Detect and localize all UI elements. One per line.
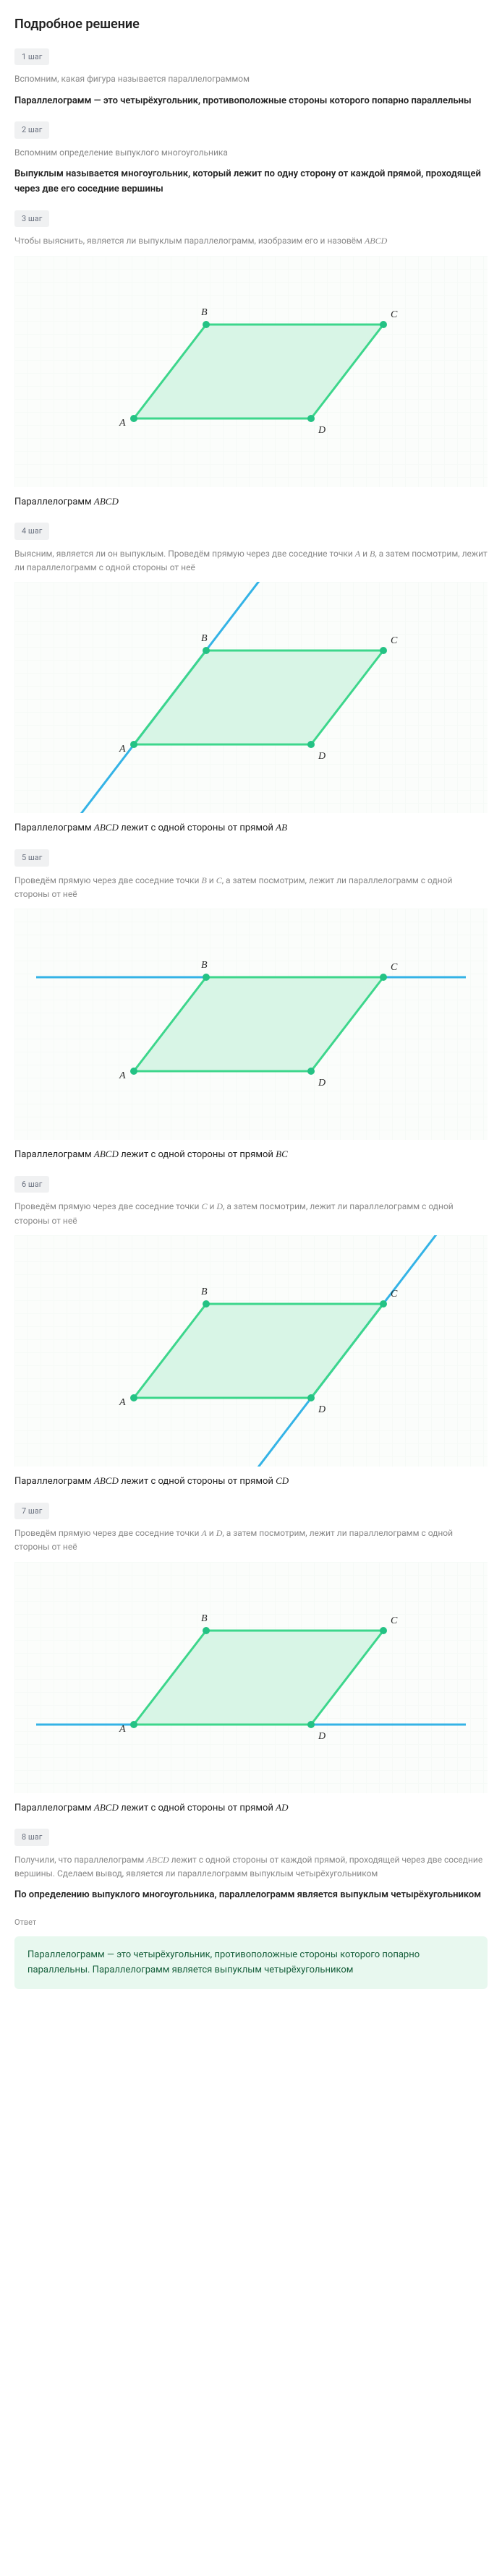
- svg-text:D: D: [318, 751, 326, 762]
- parallelogram-svg: A B C D: [14, 256, 488, 487]
- step-badge: 2 шаг: [14, 121, 49, 139]
- step-intro: Чтобы выяснить, является ли выпуклым пар…: [14, 234, 488, 248]
- svg-text:A: A: [119, 1724, 126, 1735]
- figure-caption: Параллелограмм ABCD лежит с одной сторон…: [14, 1800, 488, 1816]
- step-intro: Вспомним определение выпуклого многоугол…: [14, 146, 488, 160]
- step-badge: 6 шаг: [14, 1176, 49, 1193]
- figure-caption: Параллелограмм ABCD: [14, 494, 488, 510]
- svg-text:B: B: [201, 1287, 208, 1297]
- figure-parallelogram-cd: A B C D: [14, 1235, 488, 1467]
- step-intro: Проведём прямую через две соседние точки…: [14, 1200, 488, 1227]
- svg-text:B: B: [201, 1613, 208, 1624]
- step-intro: Вспомним, какая фигура называется паралл…: [14, 72, 488, 86]
- figure-caption: Параллелограмм ABCD лежит с одной сторон…: [14, 1474, 488, 1490]
- svg-text:D: D: [318, 1731, 326, 1742]
- step-badge: 8 шаг: [14, 1829, 49, 1846]
- step-badge: 7 шаг: [14, 1503, 49, 1520]
- figure-parallelogram-ad: A B C D: [14, 1562, 488, 1793]
- svg-text:D: D: [318, 425, 326, 436]
- step-badge: 4 шаг: [14, 523, 49, 540]
- svg-text:C: C: [391, 635, 398, 646]
- svg-text:D: D: [318, 1078, 326, 1089]
- step-intro: Выясним, является ли он выпуклым. Провед…: [14, 547, 488, 575]
- answer-label: Ответ: [14, 1916, 488, 1929]
- step-text: По определению выпуклого многоугольника,…: [14, 1888, 488, 1903]
- svg-text:C: C: [391, 1615, 398, 1626]
- svg-text:C: C: [391, 962, 398, 973]
- svg-text:B: B: [201, 633, 208, 644]
- step-intro: Получили, что параллелограмм ABCD лежит …: [14, 1853, 488, 1881]
- parallelogram-svg: A B C D: [14, 1235, 488, 1467]
- svg-text:A: A: [119, 1397, 126, 1408]
- svg-text:C: C: [391, 1289, 398, 1300]
- figure-caption: Параллелограмм ABCD лежит с одной сторон…: [14, 820, 488, 836]
- page-title: Подробное решение: [14, 14, 488, 35]
- figure-parallelogram: A B C D: [14, 256, 488, 487]
- parallelogram-svg: A B C D: [14, 582, 488, 813]
- svg-text:A: A: [119, 744, 126, 755]
- svg-text:A: A: [119, 1070, 126, 1081]
- figure-caption: Параллелограмм ABCD лежит с одной сторон…: [14, 1147, 488, 1163]
- svg-text:A: A: [119, 418, 126, 429]
- svg-text:B: B: [201, 307, 208, 318]
- step-intro: Проведём прямую через две соседние точки…: [14, 1527, 488, 1554]
- step-text: Выпуклым называется многоугольник, котор…: [14, 167, 488, 197]
- figure-parallelogram-bc: A B C D: [14, 909, 488, 1140]
- step-text: Параллелограмм — это четырёхугольник, пр…: [14, 94, 488, 109]
- parallelogram-svg: A B C D: [14, 1562, 488, 1793]
- step-badge: 3 шаг: [14, 210, 49, 228]
- answer-box: Параллелограмм — это четырёхугольник, пр…: [14, 1936, 488, 1990]
- parallelogram-svg: A B C D: [14, 909, 488, 1140]
- step-badge: 1 шаг: [14, 48, 49, 66]
- step-badge: 5 шаг: [14, 849, 49, 867]
- svg-text:C: C: [391, 309, 398, 320]
- figure-parallelogram-ab: A B C D: [14, 582, 488, 813]
- step-intro: Проведём прямую через две соседние точки…: [14, 874, 488, 901]
- svg-text:B: B: [201, 960, 208, 971]
- svg-text:D: D: [318, 1404, 326, 1415]
